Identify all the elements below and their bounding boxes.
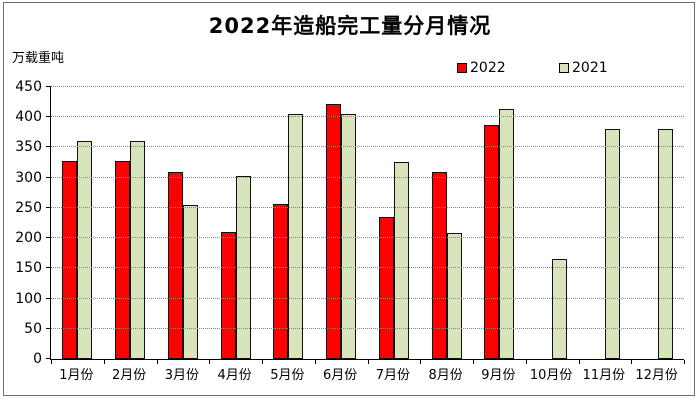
bar-group-3月份: [157, 87, 210, 359]
bar-2022-6月份: [326, 103, 342, 359]
y-tick-mark-250: [46, 206, 51, 208]
bar-group-10月份: [526, 87, 579, 359]
x-axis-label-6月份: 6月份: [322, 368, 358, 383]
x-tick-mark-10: [578, 360, 580, 364]
gridline-300: [51, 176, 684, 178]
legend-swatch-2022-icon: [457, 63, 467, 73]
bar-2022-1月份: [62, 161, 78, 359]
x-axis-label-3月份: 3月份: [164, 368, 200, 383]
legend-label-2021: 2021: [572, 60, 608, 76]
y-tick-mark-100: [46, 297, 51, 299]
x-axis-label-10月份: 10月份: [529, 368, 573, 383]
bar-group-11月份: [579, 87, 632, 359]
y-tick-mark-400: [46, 116, 51, 118]
x-axis-label-7月份: 7月份: [375, 368, 411, 383]
bar-2021-11月份: [604, 128, 620, 359]
x-axis-label-8月份: 8月份: [428, 368, 463, 383]
plot-area: [46, 86, 685, 364]
bar-group-8月份: [420, 87, 473, 359]
y-tick-mark-300: [46, 176, 51, 178]
x-tick-mark-2: [156, 360, 158, 364]
x-tick-mark-5: [314, 360, 316, 364]
y-tick-label-350: 350: [15, 139, 42, 156]
y-tick-mark-200: [46, 237, 51, 239]
y-axis-unit-label: 万载重吨: [12, 51, 65, 66]
x-axis-label-5月份: 5月份: [270, 368, 305, 383]
x-tick-mark-8: [473, 360, 474, 364]
bar-group-4月份: [209, 87, 262, 359]
bar-group-12月份: [631, 87, 684, 359]
x-tick-mark-3: [209, 360, 211, 364]
bar-2021-12月份: [657, 128, 673, 359]
bar-2022-9月份: [484, 125, 500, 359]
gridline-450: [51, 86, 684, 87]
y-tick-label-50: 50: [24, 320, 42, 337]
gridline-100: [51, 297, 684, 299]
y-tick-label-450: 450: [15, 79, 42, 95]
gridline-250: [51, 206, 684, 208]
y-tick-label-200: 200: [15, 230, 42, 247]
y-tick-mark-0: [46, 358, 51, 359]
x-axis-label-12月份: 12月份: [635, 368, 678, 383]
x-tick-mark-12: [684, 360, 685, 364]
bar-group-7月份: [368, 87, 421, 359]
gridline-150: [51, 267, 684, 269]
bar-2022-7月份: [378, 216, 394, 359]
bar-2021-3月份: [182, 204, 198, 359]
bar-2022-5月份: [273, 204, 289, 359]
bar-2022-3月份: [167, 172, 183, 359]
bar-2022-4月份: [220, 232, 236, 359]
y-tick-label-0: 0: [33, 351, 42, 367]
x-axis-label-11月份: 11月份: [582, 368, 626, 383]
x-axis-tick-labels: 1月份 2月份 3月份 4月份 5月份 6月份 7月份 8月份 9月份 10月份 11月份 12月份: [50, 364, 683, 383]
y-axis-tick-labels: 0 50 100 150 200 250 300 350 400 450: [0, 80, 42, 366]
x-axis-label-1月份: 1月份: [59, 368, 94, 383]
x-tick-mark-7: [420, 360, 422, 364]
legend-label-2022: 2022: [470, 60, 506, 76]
bar-group-5月份: [262, 87, 315, 359]
legend-item-2021: 2021: [559, 61, 608, 75]
legend-swatch-2021-icon: [559, 63, 569, 73]
x-axis-label-9月份: 9月份: [481, 368, 516, 383]
y-tick-mark-350: [46, 146, 51, 148]
bar-groups: [51, 87, 684, 359]
x-tick-mark-9: [525, 360, 527, 364]
y-tick-label-250: 250: [15, 199, 42, 216]
gridline-350: [51, 146, 684, 148]
gridline-50: [51, 327, 684, 329]
bar-2021-7月份: [393, 161, 409, 359]
bar-2022-2月份: [115, 161, 131, 359]
gridline-200: [51, 237, 684, 239]
x-tick-mark-1: [103, 360, 105, 364]
y-tick-label-400: 400: [15, 109, 42, 126]
x-axis-label-4月份: 4月份: [217, 368, 252, 383]
bar-2021-2月份: [130, 140, 146, 359]
x-tick-mark-11: [631, 360, 633, 364]
bar-2021-10月份: [552, 258, 568, 359]
legend-item-2022: 2022: [457, 61, 506, 75]
y-tick-mark-50: [46, 327, 51, 329]
bar-2021-8月份: [446, 233, 462, 359]
y-tick-label-150: 150: [15, 260, 42, 277]
x-axis-label-2月份: 2月份: [111, 368, 147, 383]
bar-2021-1月份: [77, 140, 93, 359]
bar-group-9月份: [473, 87, 526, 359]
y-tick-mark-150: [46, 267, 51, 269]
gridline-400: [51, 116, 684, 118]
x-tick-mark-4: [262, 360, 263, 364]
bar-2021-9月份: [499, 109, 515, 359]
bar-group-6月份: [315, 87, 368, 359]
bar-group-2月份: [104, 87, 157, 359]
y-tick-label-100: 100: [15, 290, 42, 307]
y-tick-mark-450: [46, 86, 51, 87]
bar-2022-8月份: [431, 172, 447, 359]
y-tick-label-300: 300: [15, 169, 42, 186]
x-tick-mark-0: [51, 360, 52, 364]
chart-title: 2022年造船完工量分月情况: [208, 14, 492, 38]
bar-group-1月份: [51, 87, 104, 359]
x-tick-mark-6: [367, 360, 369, 364]
